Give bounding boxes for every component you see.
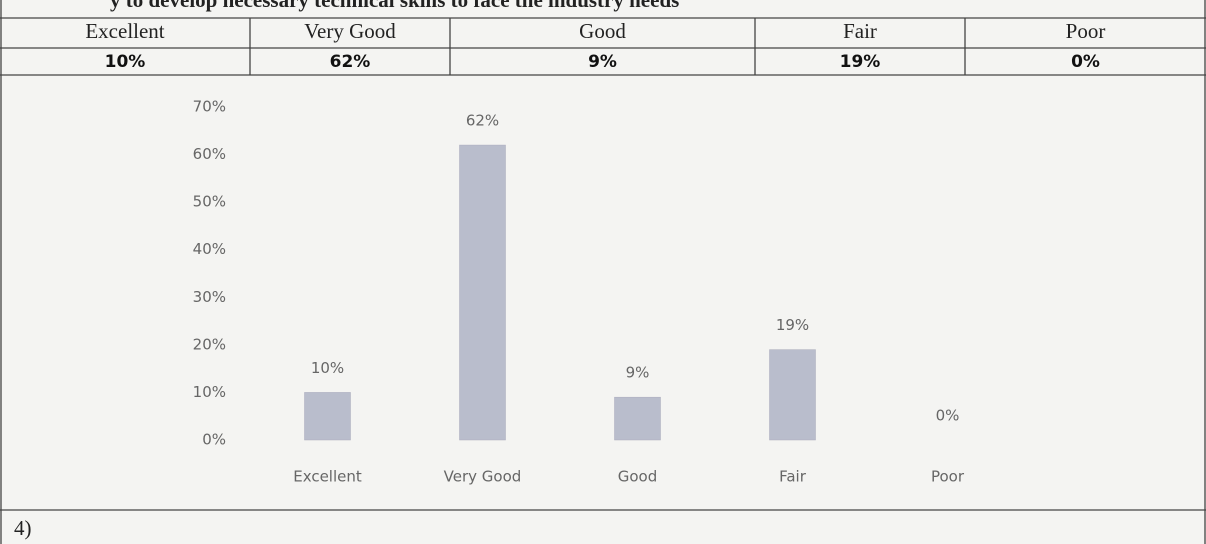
data-label: 9%	[626, 364, 650, 382]
x-tick-label: Fair	[779, 468, 807, 486]
data-label: 62%	[466, 112, 499, 130]
y-tick-label: 40%	[193, 240, 226, 258]
table-header: Fair	[843, 19, 877, 43]
bar	[459, 144, 506, 441]
table-header: Poor	[1066, 19, 1106, 43]
x-tick-label: Poor	[931, 468, 965, 486]
table-cell: 10%	[105, 52, 146, 72]
y-tick-label: 0%	[202, 431, 226, 449]
table-cell: 62%	[330, 52, 371, 72]
bar	[304, 392, 351, 441]
table-cell: 19%	[840, 52, 881, 72]
y-tick-label: 30%	[193, 288, 226, 306]
table-cell: 9%	[588, 52, 617, 72]
x-tick-label: Excellent	[293, 468, 362, 486]
bar	[614, 396, 661, 441]
y-tick-label: 10%	[193, 383, 226, 401]
footer: 4)	[14, 516, 32, 540]
y-tick-label: 60%	[193, 145, 226, 163]
data-label: 10%	[311, 359, 344, 377]
x-tick-label: Good	[618, 468, 658, 486]
y-tick-label: 50%	[193, 193, 226, 211]
heading: y to develop necessary technical skills …	[110, 0, 679, 12]
table-header: Good	[579, 19, 626, 43]
y-tick-label: 20%	[193, 335, 226, 353]
bar	[769, 349, 816, 441]
data-label: 0%	[936, 407, 960, 425]
data-label: 19%	[776, 316, 809, 334]
y-tick-label: 70%	[193, 98, 226, 116]
table-header: Excellent	[85, 19, 164, 43]
table-header: Very Good	[304, 19, 396, 43]
x-tick-label: Very Good	[444, 468, 522, 486]
table-cell: 0%	[1071, 52, 1100, 72]
